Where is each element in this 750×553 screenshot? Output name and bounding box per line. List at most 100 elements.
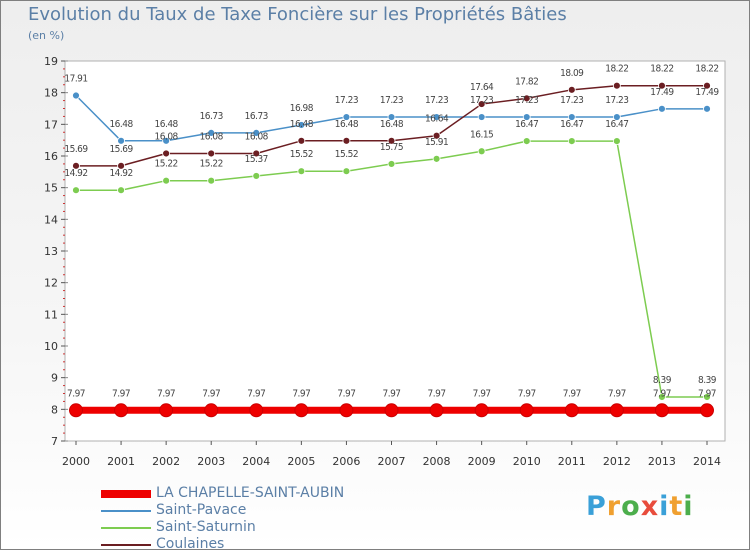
data-point <box>342 113 351 121</box>
data-label: 17.82 <box>515 76 538 87</box>
data-point <box>477 100 486 108</box>
data-point <box>429 403 444 418</box>
data-label: 7.97 <box>67 388 85 399</box>
data-label: 7.97 <box>112 388 130 399</box>
data-point <box>252 172 261 180</box>
data-label: 7.97 <box>518 388 536 399</box>
data-point <box>658 81 666 90</box>
logo-letter: r <box>606 491 622 522</box>
data-label: 16.08 <box>245 131 269 142</box>
legend-label: LA CHAPELLE-SAINT-AUBIN <box>156 485 345 501</box>
data-point <box>519 403 534 418</box>
legend-swatch <box>101 490 151 498</box>
data-point <box>204 403 219 418</box>
y-unit-label: (en %) <box>28 29 65 42</box>
data-label: 16.48 <box>290 119 314 130</box>
data-label: 7.97 <box>337 388 355 399</box>
data-label: 18.22 <box>650 64 673 75</box>
x-tick-label: 2000 <box>62 455 90 468</box>
data-label: 17.49 <box>650 87 674 98</box>
data-label: 15.52 <box>335 149 358 160</box>
data-label: 7.97 <box>382 388 400 399</box>
legend-swatch <box>101 527 151 529</box>
data-label: 7.97 <box>247 388 265 399</box>
data-label: 17.23 <box>515 95 538 106</box>
y-tick-label: 19 <box>44 55 58 68</box>
x-tick-label: 2002 <box>152 455 180 468</box>
data-point <box>703 104 711 113</box>
data-label: 15.91 <box>425 137 448 148</box>
legend-swatch <box>101 544 151 546</box>
y-tick-label: 14 <box>44 213 58 226</box>
data-label: 16.15 <box>470 129 493 140</box>
data-label: 7.97 <box>563 388 581 399</box>
data-label: 18.22 <box>695 64 718 75</box>
logo-letter: i <box>683 491 694 522</box>
data-point <box>249 403 264 418</box>
data-point <box>207 128 216 137</box>
logo-letter: t <box>669 491 684 522</box>
x-tick-label: 2011 <box>558 455 586 468</box>
data-label: 17.23 <box>335 95 358 106</box>
data-label: 7.97 <box>292 388 310 399</box>
data-label: 18.22 <box>605 64 628 75</box>
data-label: 14.92 <box>109 168 132 179</box>
data-point <box>703 393 711 401</box>
data-point <box>342 136 351 145</box>
x-tick-label: 2005 <box>287 455 315 468</box>
legend-label: Saint-Saturnin <box>156 519 256 535</box>
plot-area <box>64 60 726 442</box>
data-label: 16.48 <box>335 119 359 130</box>
data-point <box>432 131 441 140</box>
data-label: 8.39 <box>698 375 717 386</box>
data-label: 15.22 <box>155 159 178 170</box>
data-point <box>72 91 80 100</box>
data-point <box>252 128 261 137</box>
data-point <box>703 81 711 90</box>
data-point <box>69 403 83 418</box>
data-label: 17.64 <box>470 82 494 93</box>
data-label: 17.23 <box>560 95 583 106</box>
data-point <box>567 137 576 146</box>
y-tick-label: 18 <box>44 87 58 100</box>
data-point <box>159 403 174 418</box>
legend-swatch <box>101 510 151 512</box>
data-label: 17.23 <box>425 95 448 106</box>
data-label: 16.98 <box>290 103 314 114</box>
data-point <box>117 161 125 170</box>
data-point <box>72 161 80 170</box>
data-point <box>387 136 396 145</box>
x-tick-label: 2003 <box>197 455 225 468</box>
data-label: 16.73 <box>245 111 268 122</box>
y-tick-label: 10 <box>44 340 58 353</box>
data-label: 15.75 <box>380 142 403 153</box>
data-point <box>384 403 399 418</box>
data-label: 7.97 <box>157 388 175 399</box>
data-label: 17.23 <box>605 95 628 106</box>
data-point <box>612 113 621 121</box>
data-label: 16.47 <box>605 119 628 130</box>
y-tick-label: 17 <box>44 118 58 131</box>
data-label: 16.47 <box>515 119 538 130</box>
data-point <box>658 104 666 113</box>
data-point <box>477 113 486 121</box>
data-label: 14.92 <box>64 168 87 179</box>
logo-letter: P <box>586 491 607 522</box>
x-tick-label: 2013 <box>648 455 676 468</box>
y-tick-label: 13 <box>44 245 58 258</box>
data-point <box>522 137 531 146</box>
data-point <box>72 186 80 195</box>
data-label: 18.09 <box>560 68 584 79</box>
data-label: 17.49 <box>695 87 719 98</box>
proxiti-logo: Proxiti <box>586 491 694 522</box>
data-point <box>658 393 666 401</box>
data-label: 16.48 <box>155 119 179 130</box>
y-tick-label: 15 <box>44 182 58 195</box>
data-point <box>117 186 125 195</box>
data-label: 17.23 <box>470 95 493 106</box>
data-label: 7.97 <box>608 388 626 399</box>
data-label: 15.22 <box>200 159 223 170</box>
chart-title: Evolution du Taux de Taxe Foncière sur l… <box>28 4 567 25</box>
data-point <box>387 160 396 168</box>
